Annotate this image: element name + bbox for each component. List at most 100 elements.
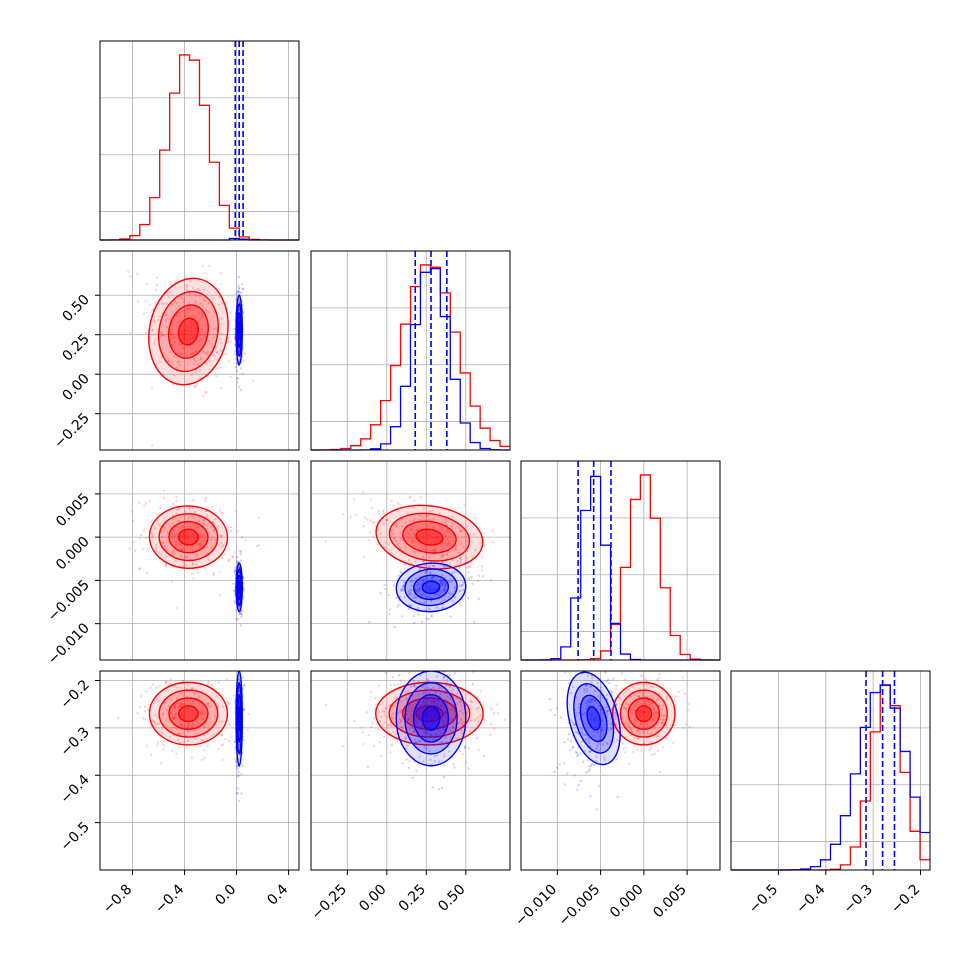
scatter-point (441, 561, 444, 564)
axes-frame (730, 670, 931, 871)
scatter-point (194, 294, 197, 297)
scatter-point (643, 717, 646, 720)
scatter-point (239, 388, 243, 392)
scatter-point (665, 697, 668, 700)
scatter-point (189, 279, 192, 283)
scatter-point (444, 595, 447, 598)
scatter-point (220, 302, 224, 305)
scatter-point (633, 704, 637, 708)
scatter-point (377, 684, 381, 688)
scatter-point (442, 729, 446, 732)
scatter-point (219, 337, 222, 341)
panel-2-0 (99, 460, 300, 661)
scatter-point (183, 332, 187, 336)
scatter-point (417, 613, 420, 616)
scatter-point (202, 668, 204, 670)
scatter-point (464, 745, 467, 748)
scatter-point (475, 707, 478, 711)
panel-content (548, 666, 691, 811)
scatter-point (433, 713, 436, 717)
scatter-point (434, 588, 437, 591)
scatter-point (163, 544, 167, 547)
scatter-point (206, 514, 209, 517)
scatter-point (199, 545, 202, 549)
scatter-point (150, 444, 154, 447)
scatter-point (242, 287, 245, 290)
scatter-point (237, 287, 241, 290)
scatter-point (386, 715, 389, 719)
scatter-point (162, 712, 165, 716)
scatter-point (168, 281, 172, 284)
scatter-point (172, 355, 175, 358)
scatter-point (470, 701, 474, 704)
scatter-point (590, 668, 592, 670)
scatter-point (432, 565, 436, 568)
scatter-point (415, 590, 418, 593)
scatter-point (566, 772, 569, 775)
scatter-point (399, 709, 402, 712)
y-tick-label: −0.3 (57, 724, 92, 759)
scatter-point (417, 713, 420, 717)
scatter-point (416, 725, 419, 729)
scatter-point (422, 760, 425, 763)
scatter-point (429, 715, 432, 719)
scatter-point (392, 704, 395, 707)
scatter-point (193, 692, 197, 696)
scatter-point (168, 291, 171, 294)
scatter-point (156, 741, 160, 745)
x-tick-label: −0.8 (100, 882, 135, 917)
scatter-point (432, 525, 435, 529)
scatter-point (144, 300, 147, 303)
scatter-point (236, 618, 240, 621)
scatter-point (202, 711, 205, 714)
scatter-point (380, 715, 383, 718)
scatter-point (372, 744, 376, 748)
scatter-point (449, 532, 453, 535)
scatter-point (203, 756, 206, 760)
scatter-point (438, 700, 441, 703)
scatter-point (257, 544, 260, 547)
scatter-point (237, 386, 241, 389)
scatter-point (564, 671, 567, 674)
scatter-point (191, 337, 195, 340)
scatter-point (574, 708, 577, 712)
scatter-point (570, 691, 573, 695)
scatter-point (217, 705, 220, 708)
scatter-point (410, 561, 413, 565)
scatter-point (410, 604, 413, 607)
scatter-point (167, 295, 171, 299)
scatter-point (238, 286, 241, 290)
scatter-point (674, 695, 678, 698)
scatter-point (383, 735, 386, 738)
scatter-point (384, 587, 387, 591)
scatter-point (403, 580, 406, 584)
scatter-point (659, 770, 662, 774)
y-tick-label: 0.000 (53, 534, 93, 574)
scatter-point (414, 668, 416, 670)
scatter-point (646, 698, 650, 702)
scatter-point (192, 577, 195, 580)
scatter-point (176, 541, 179, 544)
scatter-point (460, 529, 463, 533)
scatter-point (202, 333, 206, 337)
scatter-point (467, 565, 471, 569)
scatter-point (591, 666, 593, 668)
scatter-point (425, 747, 428, 750)
scatter-point (420, 620, 424, 624)
scatter-point (202, 517, 205, 521)
scatter-point (638, 709, 642, 712)
scatter-point (407, 706, 410, 709)
scatter-point (187, 739, 190, 743)
scatter-point (184, 734, 187, 737)
contour-level (566, 671, 621, 766)
scatter-point (681, 676, 684, 679)
scatter-point (198, 712, 202, 715)
scatter-point (607, 682, 611, 685)
scatter-point (218, 303, 221, 307)
scatter-point (421, 544, 424, 548)
scatter-point (404, 690, 408, 694)
scatter-point (194, 510, 197, 513)
scatter-point (429, 735, 432, 738)
scatter-point (239, 553, 242, 556)
scatter-point (569, 740, 573, 743)
